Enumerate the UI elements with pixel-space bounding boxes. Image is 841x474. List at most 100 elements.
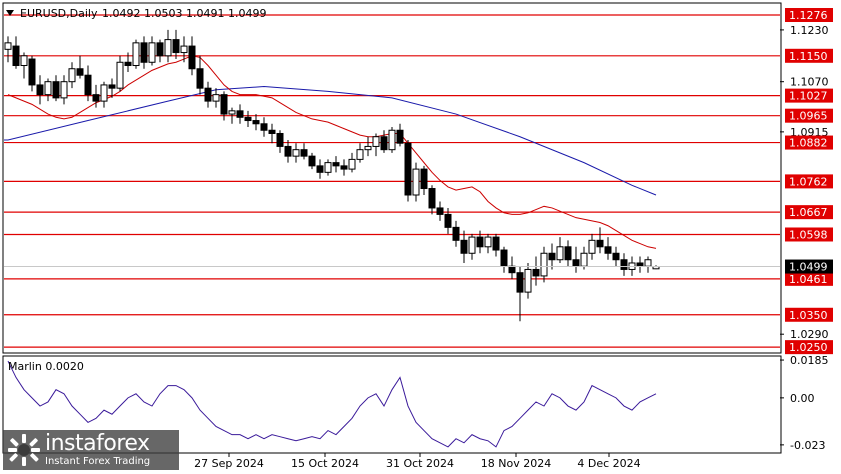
candle-body-21 <box>172 39 180 54</box>
candle-25 <box>204 81 212 108</box>
candle-27 <box>220 91 228 121</box>
candle-body-46 <box>372 136 380 147</box>
level-tag-bg-3 <box>785 108 833 123</box>
candle-17 <box>140 36 148 69</box>
current-price-tag-label: 1.0499 <box>789 261 828 274</box>
level-tag-label-8: 1.0461 <box>789 273 828 286</box>
candle-body-37 <box>300 149 308 157</box>
level-tag-bg-4 <box>785 135 833 150</box>
candle-body-49 <box>396 129 404 144</box>
candle-body-13 <box>108 84 116 89</box>
candle-55 <box>444 207 452 234</box>
candle-body-34 <box>276 132 284 147</box>
price-tick-label-0: 1.1230 <box>790 24 829 37</box>
level-tag-label-9: 1.0350 <box>789 309 828 322</box>
candle-body-65 <box>524 268 532 293</box>
oscillator-polyline <box>7 360 657 448</box>
candle-body-9 <box>76 68 84 76</box>
candle-64 <box>516 266 524 322</box>
main-pane-frame <box>2 2 782 354</box>
candle-body-62 <box>500 249 508 267</box>
candle-42 <box>340 159 348 176</box>
candle-body-50 <box>404 142 412 196</box>
candle-body-29 <box>236 110 244 118</box>
candle-body-41 <box>332 162 340 167</box>
time-tick-label-2: 31 Oct 2024 <box>386 457 454 470</box>
candle-50 <box>404 139 412 202</box>
candle-2 <box>20 52 28 79</box>
oscillator-axis-ticks: 0.0185 0.00 -0.023 <box>780 354 829 452</box>
candle-30 <box>244 110 252 128</box>
level-tag-bg-7 <box>785 227 833 242</box>
candle-52 <box>420 165 428 195</box>
candle-body-14 <box>116 61 124 89</box>
candle-body-72 <box>580 252 588 267</box>
current-price-tag-bg <box>785 259 833 274</box>
candle-body-17 <box>140 42 148 63</box>
candle-74 <box>596 227 604 254</box>
candle-body-6 <box>52 81 60 99</box>
candle-body-30 <box>244 116 252 122</box>
candle-44 <box>356 143 364 163</box>
candle-body-47 <box>380 136 388 151</box>
candle-1 <box>12 36 20 69</box>
time-tick-label-0: 27 Sep 2024 <box>194 457 264 470</box>
collapse-triangle-icon[interactable] <box>6 10 14 16</box>
candle-body-39 <box>316 165 324 173</box>
candle-body-66 <box>532 268 540 277</box>
candle-60 <box>484 233 492 254</box>
candle-body-3 <box>28 58 36 86</box>
candle-body-36 <box>292 149 300 157</box>
fast-ma-line <box>7 55 657 249</box>
slow-moving-average <box>4 86 657 196</box>
candle-4 <box>36 75 44 105</box>
level-tag-label-6: 1.0667 <box>789 206 828 219</box>
candle-47 <box>380 130 388 153</box>
level-tag-bg-6 <box>785 205 833 220</box>
time-tick-label-1: 15 Oct 2024 <box>291 457 359 470</box>
level-price-tags: 1.1276 1.1150 1.1027 1.0965 1.0882 1.0762 1.06… <box>4 8 833 355</box>
candle-40 <box>324 159 332 176</box>
candle-21 <box>172 29 180 60</box>
candle-body-25 <box>204 87 212 102</box>
candle-body-15 <box>124 61 132 67</box>
watermark-brand: instaforex <box>45 431 150 456</box>
time-axis-ticks: 27 Sep 2024 15 Oct 2024 31 Oct 2024 18 Nov … <box>194 453 641 470</box>
candle-77 <box>620 253 628 276</box>
candle-body-8 <box>68 68 76 83</box>
candle-body-33 <box>268 129 276 134</box>
candle-70 <box>564 240 572 267</box>
candle-body-20 <box>164 39 172 57</box>
candle-45 <box>364 136 372 157</box>
candle-57 <box>460 230 468 263</box>
candle-33 <box>268 123 276 144</box>
time-tick-label-3: 18 Nov 2024 <box>481 457 551 470</box>
candle-10 <box>84 65 92 102</box>
candle-body-55 <box>444 213 452 228</box>
level-tag-bg-8 <box>785 271 833 286</box>
candle-body-53 <box>428 188 436 209</box>
candle-29 <box>236 104 244 124</box>
candle-body-63 <box>508 265 516 274</box>
indicator-pane-frame <box>2 355 782 454</box>
candle-body-68 <box>548 252 556 261</box>
candle-19 <box>156 39 164 63</box>
candle-66 <box>532 256 540 286</box>
level-tag-bg-1 <box>785 48 833 63</box>
candle-11 <box>92 84 100 108</box>
candle-body-67 <box>540 252 548 277</box>
fast-moving-average <box>7 55 657 249</box>
candle-body-69 <box>556 246 564 261</box>
candle-34 <box>276 130 284 153</box>
candle-body-35 <box>284 145 292 157</box>
level-tag-bg-10 <box>785 340 833 355</box>
candle-body-28 <box>228 110 236 115</box>
candle-23 <box>188 36 196 76</box>
candle-26 <box>212 88 220 108</box>
candle-body-5 <box>44 81 52 96</box>
candle-body-4 <box>36 84 44 96</box>
level-tag-label-4: 1.0882 <box>789 137 828 150</box>
candle-39 <box>316 159 324 179</box>
